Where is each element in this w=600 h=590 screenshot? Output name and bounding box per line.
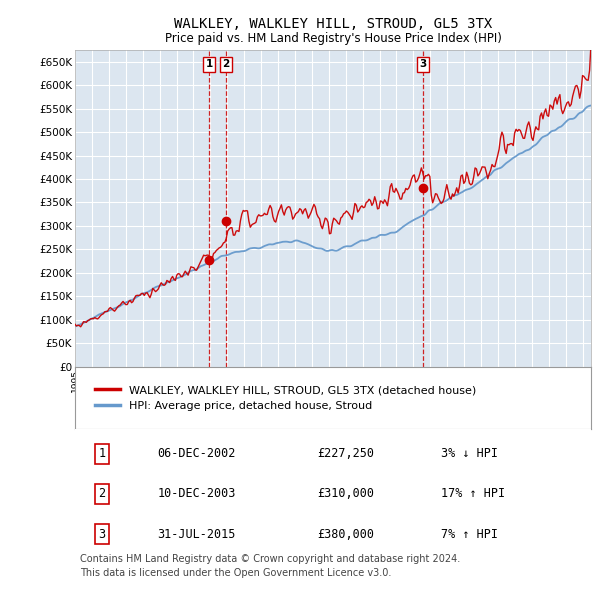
Text: 17% ↑ HPI: 17% ↑ HPI <box>442 487 505 500</box>
Text: 3% ↓ HPI: 3% ↓ HPI <box>442 447 499 460</box>
Text: 2: 2 <box>223 60 230 70</box>
Text: £227,250: £227,250 <box>317 447 374 460</box>
Text: Price paid vs. HM Land Registry's House Price Index (HPI): Price paid vs. HM Land Registry's House … <box>164 32 502 45</box>
Text: WALKLEY, WALKLEY HILL, STROUD, GL5 3TX: WALKLEY, WALKLEY HILL, STROUD, GL5 3TX <box>174 17 492 31</box>
Text: 31-JUL-2015: 31-JUL-2015 <box>158 527 236 540</box>
Text: 3: 3 <box>419 60 427 70</box>
Text: 2: 2 <box>98 487 106 500</box>
Text: 06-DEC-2002: 06-DEC-2002 <box>158 447 236 460</box>
Text: 1: 1 <box>98 447 106 460</box>
Text: £310,000: £310,000 <box>317 487 374 500</box>
Text: 3: 3 <box>98 527 106 540</box>
Text: 1: 1 <box>205 60 212 70</box>
Text: 10-DEC-2003: 10-DEC-2003 <box>158 487 236 500</box>
Text: 7% ↑ HPI: 7% ↑ HPI <box>442 527 499 540</box>
Text: Contains HM Land Registry data © Crown copyright and database right 2024.
This d: Contains HM Land Registry data © Crown c… <box>80 555 460 578</box>
Legend: WALKLEY, WALKLEY HILL, STROUD, GL5 3TX (detached house), HPI: Average price, det: WALKLEY, WALKLEY HILL, STROUD, GL5 3TX (… <box>91 381 481 415</box>
Text: £380,000: £380,000 <box>317 527 374 540</box>
